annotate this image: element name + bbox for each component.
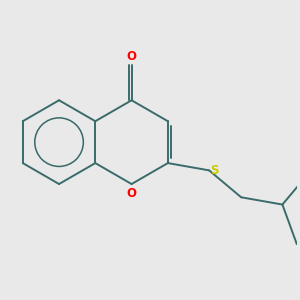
Text: S: S bbox=[210, 164, 218, 177]
Text: O: O bbox=[127, 50, 136, 63]
Text: O: O bbox=[127, 187, 136, 200]
